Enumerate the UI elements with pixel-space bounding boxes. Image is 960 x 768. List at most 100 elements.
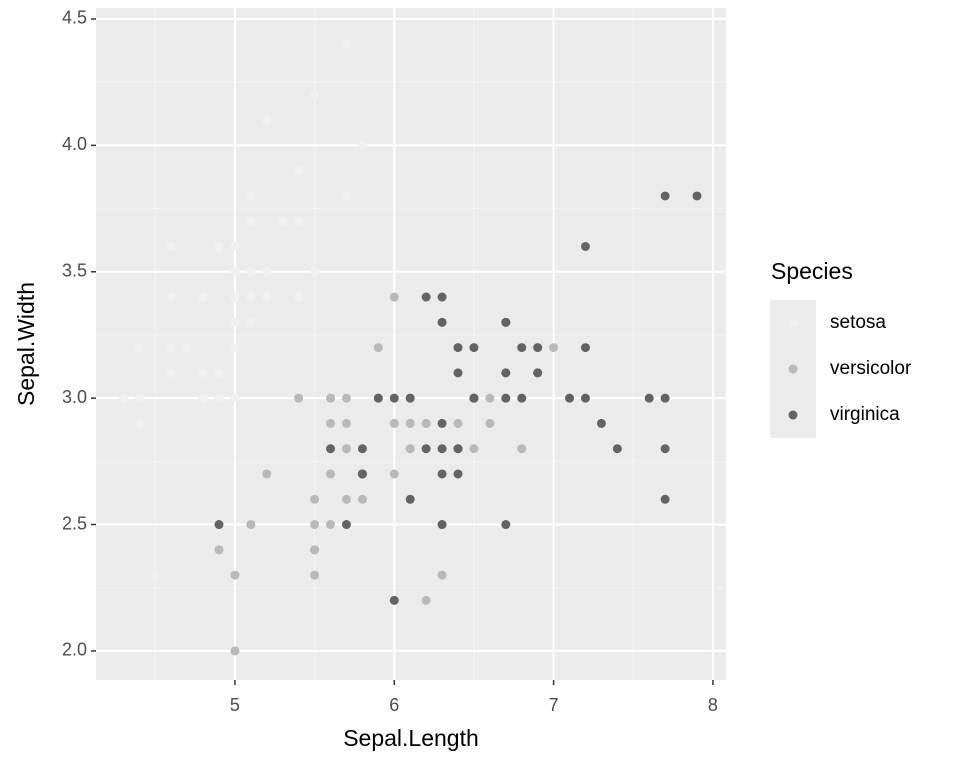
point <box>326 469 336 479</box>
point <box>230 646 240 656</box>
point <box>405 418 415 428</box>
point <box>373 343 383 353</box>
point <box>389 418 399 428</box>
point <box>565 393 575 403</box>
point <box>246 520 256 530</box>
point <box>501 393 511 403</box>
point <box>660 444 670 454</box>
point <box>166 292 176 302</box>
point <box>612 444 622 454</box>
point <box>198 368 208 378</box>
point <box>692 191 702 201</box>
point <box>453 343 463 353</box>
point <box>485 393 495 403</box>
point <box>294 393 304 403</box>
point <box>405 444 415 454</box>
point <box>357 494 367 504</box>
point <box>660 191 670 201</box>
point <box>246 317 256 327</box>
point <box>230 393 240 403</box>
point <box>198 393 208 403</box>
point <box>437 418 447 428</box>
point <box>246 267 256 277</box>
point <box>214 368 224 378</box>
y-tick-label: 4.5 <box>62 8 87 28</box>
point <box>166 241 176 251</box>
point <box>437 444 447 454</box>
point <box>341 393 351 403</box>
point <box>549 343 559 353</box>
x-tick-label: 7 <box>549 695 559 715</box>
point <box>517 393 527 403</box>
point <box>660 494 670 504</box>
point <box>246 216 256 226</box>
point <box>501 368 511 378</box>
point <box>294 166 304 176</box>
point <box>405 494 415 504</box>
point <box>453 368 463 378</box>
point <box>389 292 399 302</box>
point <box>485 418 495 428</box>
point <box>262 267 272 277</box>
point <box>580 343 590 353</box>
point <box>437 570 447 580</box>
point <box>262 115 272 125</box>
point <box>357 444 367 454</box>
point <box>310 545 320 555</box>
point <box>134 418 144 428</box>
point <box>166 368 176 378</box>
point <box>357 469 367 479</box>
point <box>389 393 399 403</box>
point <box>437 520 447 530</box>
legend-key <box>788 410 798 420</box>
point <box>373 393 383 403</box>
point <box>517 343 527 353</box>
point <box>278 216 288 226</box>
y-tick-label: 2.0 <box>62 640 87 660</box>
x-tick-label: 8 <box>708 695 718 715</box>
point <box>214 520 224 530</box>
y-tick-label: 3.5 <box>62 261 87 281</box>
point <box>230 267 240 277</box>
point <box>230 317 240 327</box>
point <box>341 444 351 454</box>
point <box>326 520 336 530</box>
y-tick-label: 2.5 <box>62 513 87 533</box>
point <box>326 418 336 428</box>
point <box>166 343 176 353</box>
point <box>341 418 351 428</box>
point <box>453 444 463 454</box>
point <box>341 520 351 530</box>
point <box>469 444 479 454</box>
point <box>660 393 670 403</box>
point <box>230 292 240 302</box>
point <box>389 469 399 479</box>
y-tick-label: 4.0 <box>62 134 87 154</box>
point <box>246 292 256 302</box>
point <box>214 393 224 403</box>
legend-label: setosa <box>830 312 886 333</box>
point <box>294 216 304 226</box>
x-tick-label: 6 <box>389 695 399 715</box>
point <box>326 393 336 403</box>
legend-label: versicolor <box>830 358 912 379</box>
legend-key <box>788 318 798 328</box>
point <box>501 520 511 530</box>
point <box>230 343 240 353</box>
point <box>150 570 160 580</box>
legend-key <box>788 364 798 374</box>
y-axis-title: Sepal.Width <box>13 282 39 406</box>
point <box>421 418 431 428</box>
point <box>262 292 272 302</box>
point <box>214 241 224 251</box>
point <box>294 292 304 302</box>
point <box>421 444 431 454</box>
point <box>644 393 654 403</box>
point <box>421 292 431 302</box>
x-axis-title: Sepal.Length <box>343 725 479 751</box>
point <box>341 494 351 504</box>
legend-title: Species <box>771 258 853 284</box>
point <box>341 39 351 49</box>
grid <box>96 8 726 680</box>
